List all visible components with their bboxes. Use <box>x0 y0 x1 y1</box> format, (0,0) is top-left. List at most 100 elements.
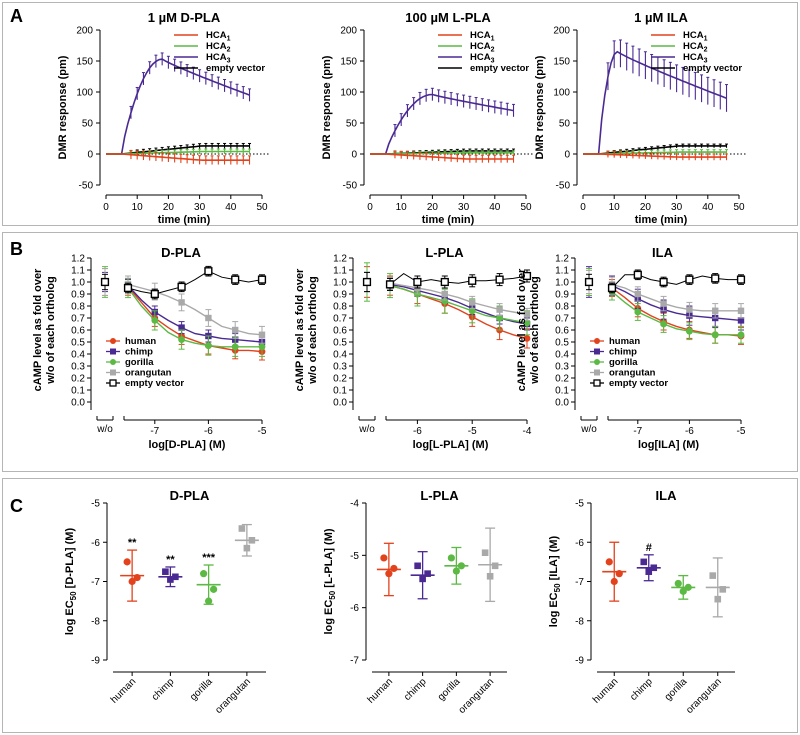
series-human: human ** <box>109 537 145 706</box>
x-axis-label: time (min) <box>422 214 475 226</box>
panel-a-frame <box>2 2 798 226</box>
data-point <box>178 299 185 306</box>
fit-line <box>389 282 528 316</box>
y-tick-label: 0.2 <box>71 374 85 385</box>
y-tick-label: -8 <box>91 616 100 627</box>
data-point <box>607 283 617 293</box>
x-tick-label: human <box>591 676 620 705</box>
series-line <box>583 153 727 158</box>
data-point <box>151 317 159 324</box>
data-point <box>162 568 169 575</box>
legend-label-sub: 1 <box>704 36 708 43</box>
series-chimp: chimp ** <box>150 554 183 703</box>
series-line <box>106 153 250 161</box>
fit-line <box>611 291 741 336</box>
connect-line <box>127 270 263 295</box>
data-point <box>200 570 208 578</box>
y-axis-label-line: w/o of each ortholog <box>529 276 541 385</box>
x-tick-label: 40 <box>225 202 237 213</box>
data-point <box>634 308 642 316</box>
y-axis-label-line: cAMP level as fold over <box>32 268 44 391</box>
data-point <box>737 331 745 339</box>
x-tick-label-wo: w/o <box>96 424 113 435</box>
x-tick-label: 10 <box>396 202 408 213</box>
data-point <box>660 300 667 307</box>
y-tick-label: 0.7 <box>555 314 569 325</box>
legend-label: chimp <box>609 347 637 358</box>
y-tick-label: 1.1 <box>71 266 85 277</box>
chart-title: ILA <box>652 245 674 260</box>
y-tick-label: 1.1 <box>555 266 569 277</box>
y-tick-label: 100 <box>76 88 93 99</box>
y-axis-label: DMR response (pm) <box>321 55 333 159</box>
x-tick-label: -5 <box>258 426 267 437</box>
y-tick-label: -6 <box>575 538 584 549</box>
y-tick-label: 0.6 <box>555 326 569 337</box>
legend-label-base: empty vector <box>683 63 742 74</box>
x-tick-label: -5 <box>468 426 477 437</box>
y-axis-label-base: log EC <box>64 600 76 635</box>
chart-C2: L-PLA -7 -6 -5 -4 log EC50 [L-PLA] (M) human ch… <box>323 488 507 716</box>
data-point <box>205 314 212 322</box>
legend-label-base: HCA <box>470 52 491 63</box>
y-tick-label: 0.6 <box>71 326 85 337</box>
data-point <box>419 575 426 583</box>
legend-label-base: HCA <box>470 41 491 52</box>
series-hca1 <box>583 150 729 161</box>
x-tick-label: gorilla <box>436 676 463 703</box>
data-point <box>362 277 372 287</box>
x-tick-label-wo: w/o <box>358 424 375 435</box>
y-axis-label-sub: 50 <box>69 591 78 600</box>
y-tick-label: -8 <box>575 616 584 627</box>
y-tick-label: 0.4 <box>71 350 85 361</box>
data-point <box>123 558 131 566</box>
series-gorilla: gorilla *** <box>188 552 221 703</box>
x-tick-label: 50 <box>256 202 268 213</box>
x-tick-label: -5 <box>737 426 746 437</box>
series-orangutan: orangutan <box>457 527 503 716</box>
data-point <box>210 585 218 593</box>
y-axis-label: log EC50 [D-PLA] (M) <box>64 528 78 636</box>
legend-label: HCA3 <box>683 52 708 65</box>
legend-label: empty vector <box>206 63 265 74</box>
data-point <box>441 290 448 298</box>
x-tick-label: 10 <box>132 202 144 213</box>
y-tick-label: 200 <box>76 26 93 37</box>
chart-A1: 1 µM D-PLA -50 0 50 100 150 200 0 10 20 30 40 50 time… <box>57 10 270 226</box>
chart-title: 1 µM ILA <box>634 10 688 25</box>
x-tick-label: human <box>109 676 138 705</box>
data-point <box>711 274 720 283</box>
data-point <box>523 319 531 327</box>
x-tick-label: -7 <box>633 426 642 437</box>
data-point <box>685 275 694 284</box>
series-chimp: chimp <box>402 551 435 703</box>
data-point <box>523 311 531 318</box>
data-point <box>231 343 239 351</box>
data-point <box>469 299 476 306</box>
y-axis-label-line: cAMP level as fold over <box>516 268 528 391</box>
y-tick-label: 0.7 <box>71 314 85 325</box>
y-axis-label: log EC50 [L-PLA] (M) <box>323 528 337 634</box>
x-tick-label: 50 <box>520 202 532 213</box>
x-tick-label: chimp <box>628 676 655 703</box>
series-empty <box>584 269 746 294</box>
data-point <box>424 570 431 577</box>
legend-label-base: HCA <box>683 41 704 52</box>
data-point <box>414 562 421 570</box>
y-tick-label: 1.0 <box>71 278 85 289</box>
y-axis-label: cAMP level as fold overw/o of each ortho… <box>32 268 57 391</box>
y-axis-label-sub: 50 <box>553 583 562 592</box>
fit-line <box>611 284 742 322</box>
data-point <box>523 335 531 342</box>
data-point <box>674 579 682 588</box>
y-axis-label-sub: 50 <box>328 590 337 599</box>
legend-label-sub: 2 <box>227 47 231 54</box>
significance-annotation: *** <box>202 552 216 564</box>
legend-label: HCA2 <box>206 41 231 54</box>
chart-title: 100 µM L-PLA <box>405 10 491 25</box>
y-tick-label: 0.9 <box>71 290 85 301</box>
series-hca1 <box>106 149 252 165</box>
y-tick-label: -5 <box>91 499 100 510</box>
legend-marker <box>594 348 600 355</box>
data-point <box>457 562 465 570</box>
